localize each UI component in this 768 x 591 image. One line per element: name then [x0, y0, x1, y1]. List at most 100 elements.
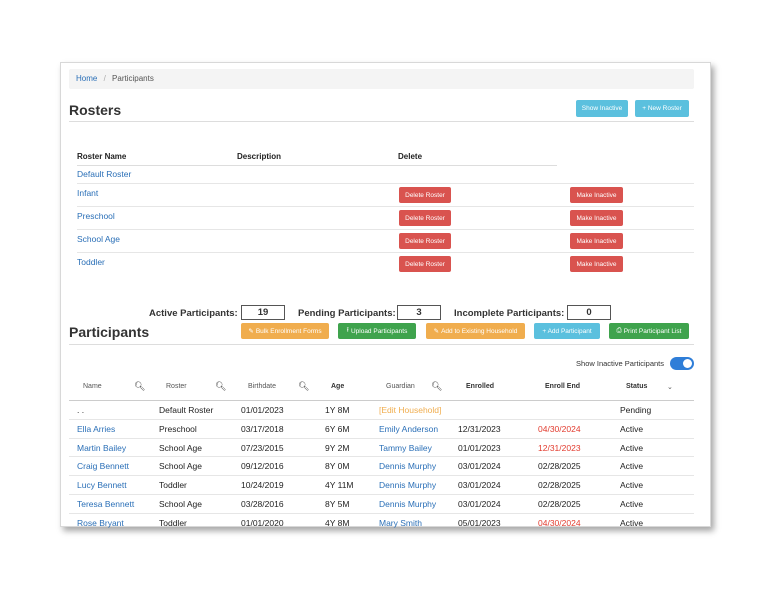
new-roster-button[interactable]: + New Roster [635, 100, 689, 117]
participant-status: Active [620, 461, 644, 472]
name-column-header[interactable]: Name [83, 383, 102, 390]
participants-header: Participants ✎ Bulk Enrollment Forms ⭱ U… [69, 321, 694, 345]
participant-age: 4Y 11M [325, 480, 354, 491]
incomplete-participants-label: Incomplete Participants: [454, 308, 565, 319]
show-inactive-participants-label: Show Inactive Participants [576, 359, 664, 368]
participant-enroll-end: 02/28/2025 [538, 461, 581, 472]
pending-participants-count: 3 [397, 305, 441, 320]
make-inactive-button[interactable]: Make Inactive [570, 187, 623, 203]
rosters-title: Rosters [69, 102, 122, 118]
participant-age: 6Y 6M [325, 423, 350, 434]
participant-name-link[interactable]: Teresa Bennett [77, 498, 135, 509]
participant-name-link[interactable]: Craig Bennett [77, 461, 129, 472]
name-search-icon[interactable]: 🔍︎ [134, 381, 146, 391]
incomplete-participants-count: 0 [567, 305, 611, 320]
participant-enrolled: 03/01/2024 [458, 480, 501, 491]
show-inactive-rosters-button[interactable]: Show Inactive [576, 100, 628, 117]
bulk-enrollment-forms-label: Bulk Enrollment Forms [255, 327, 322, 335]
guardian-link[interactable]: Mary Smith [379, 517, 422, 528]
app-window: Home / Participants Rosters Show Inactiv… [60, 62, 711, 528]
status-column-header[interactable]: Status [626, 383, 648, 390]
delete-roster-button[interactable]: Delete Roster [399, 210, 451, 226]
page-content: Home / Participants Rosters Show Inactiv… [69, 69, 694, 528]
participant-roster: School Age [159, 442, 203, 453]
table-row: Rose Bryant Toddler 01/01/2020 4Y 8M Mar… [69, 514, 694, 533]
guardian-column-header[interactable]: Guardian [386, 383, 415, 390]
participant-enrolled: 03/01/2024 [458, 461, 501, 472]
guardian-link[interactable]: Emily Anderson [379, 423, 439, 434]
age-column-header[interactable]: Age [331, 383, 345, 390]
roster-row: Toddler Delete Roster Make Inactive [77, 253, 694, 276]
participant-name-link[interactable]: Lucy Bennett [77, 480, 127, 491]
make-inactive-button[interactable]: Make Inactive [570, 256, 623, 272]
show-inactive-participants-toggle[interactable] [670, 357, 694, 370]
guardian-link[interactable]: Dennis Murphy [379, 461, 437, 472]
roster-name-link[interactable]: Preschool [77, 211, 115, 221]
participant-status: Active [620, 498, 644, 509]
roster-name-link[interactable]: Toddler [77, 257, 105, 267]
participant-roster: Preschool [159, 423, 197, 434]
roster-search-icon[interactable]: 🔍︎ [215, 381, 227, 391]
participants-title: Participants [69, 324, 150, 340]
print-participant-list-label: Print Participant List [623, 327, 682, 335]
participant-enrolled: 03/01/2024 [458, 498, 501, 509]
enrolled-column-header[interactable]: Enrolled [466, 383, 495, 390]
add-participant-button[interactable]: + Add Participant [534, 323, 600, 339]
edit-household-link[interactable]: [Edit Household] [379, 405, 442, 415]
participant-name-link[interactable]: Martin Bailey [77, 442, 127, 453]
participant-name-link[interactable]: Ella Arries [77, 423, 116, 434]
table-row: Ella Arries Preschool 03/17/2018 6Y 6M E… [69, 420, 694, 439]
guardian-link[interactable]: Tammy Bailey [379, 442, 432, 453]
make-inactive-button[interactable]: Make Inactive [570, 210, 623, 226]
birthdate-column-header[interactable]: Birthdate [248, 383, 277, 390]
roster-name-link[interactable]: School Age [77, 234, 121, 244]
roster-name-link[interactable]: Infant [77, 188, 99, 198]
guardian-link[interactable]: Dennis Murphy [379, 480, 437, 491]
make-inactive-button[interactable]: Make Inactive [570, 233, 623, 249]
participant-birthdate: 10/24/2019 [241, 480, 284, 491]
roster-description-header: Description [237, 152, 282, 161]
participant-status: Active [620, 480, 644, 491]
participant-status: Active [620, 517, 644, 528]
roster-delete-header: Delete [398, 152, 423, 161]
roster-name-link[interactable]: Default Roster [77, 169, 132, 179]
upload-participants-label: Upload Participants [350, 327, 408, 335]
participant-status: Active [620, 423, 644, 434]
delete-roster-button[interactable]: Delete Roster [399, 187, 451, 203]
delete-roster-button[interactable]: Delete Roster [399, 256, 451, 272]
participant-age: 9Y 2M [325, 442, 350, 453]
participant-enrolled: 05/01/2023 [458, 517, 501, 528]
pending-participants-label: Pending Participants: [298, 308, 396, 319]
participant-name: . . [77, 405, 85, 415]
participant-name-link[interactable]: Rose Bryant [77, 517, 124, 528]
breadcrumb-home-link[interactable]: Home [76, 74, 98, 83]
participant-status: Active [620, 442, 644, 453]
add-to-household-button[interactable]: ✎ Add to Existing Household [426, 323, 525, 339]
roster-column-header[interactable]: Roster [166, 383, 187, 390]
print-participant-list-button[interactable]: ⎙ Print Participant List [609, 323, 689, 339]
roster-table-header: Roster Name Description Delete [77, 149, 557, 166]
roster-row: Default Roster [77, 166, 694, 184]
chevron-down-icon[interactable]: ⌄ [667, 384, 673, 391]
participant-roster: Default Roster [159, 405, 214, 415]
participant-age: 8Y 5M [325, 498, 350, 509]
participants-table: Name 🔍︎ Roster 🔍︎ Birthdate 🔍︎ Age Guard… [69, 374, 694, 533]
participant-enrolled: 01/01/2023 [458, 442, 501, 453]
guardian-link[interactable]: Dennis Murphy [379, 498, 437, 509]
rosters-header: Rosters Show Inactive + New Roster [69, 97, 694, 122]
participant-enroll-end: 12/31/2023 [538, 442, 581, 453]
guardian-search-icon[interactable]: 🔍︎ [431, 381, 443, 391]
participant-roster: Toddler [159, 517, 187, 528]
enroll-end-column-header[interactable]: Enroll End [545, 383, 580, 390]
upload-participants-button[interactable]: ⭱ Upload Participants [338, 323, 416, 339]
table-row: Craig Bennett School Age 09/12/2016 8Y 0… [69, 457, 694, 477]
birthdate-search-icon[interactable]: 🔍︎ [298, 381, 310, 391]
bulk-enrollment-forms-button[interactable]: ✎ Bulk Enrollment Forms [241, 323, 329, 339]
print-icon: ⎙ [616, 327, 622, 334]
delete-roster-button[interactable]: Delete Roster [399, 233, 451, 249]
roster-row: Preschool Delete Roster Make Inactive [77, 207, 694, 230]
table-row: Martin Bailey School Age 07/23/2015 9Y 2… [69, 439, 694, 458]
participant-status: Pending [620, 405, 652, 415]
edit-icon: ✎ [248, 328, 254, 335]
participant-enroll-end: 04/30/2024 [538, 517, 581, 528]
